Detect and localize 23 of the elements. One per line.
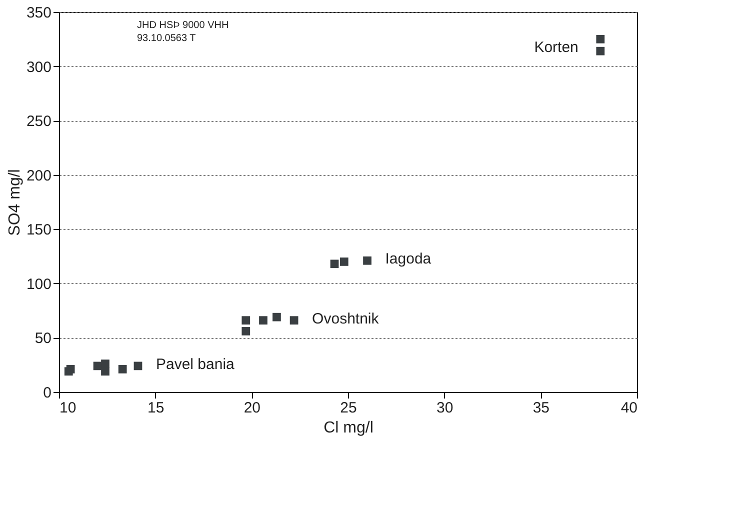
y-tick-label: 200 bbox=[26, 167, 52, 184]
y-tick-label: 350 bbox=[26, 4, 52, 22]
y-tick-label: 0 bbox=[43, 384, 52, 402]
x-tick-label: 30 bbox=[436, 400, 454, 416]
annotation: Korten bbox=[534, 39, 578, 56]
x-tick-label: 20 bbox=[244, 400, 261, 416]
x-tick-label: 40 bbox=[620, 400, 638, 416]
y-tick-label: 100 bbox=[26, 276, 52, 293]
annotation: Iagoda bbox=[385, 250, 432, 268]
annotation: 93.10.0563 T bbox=[137, 33, 196, 44]
y-tick-label: 250 bbox=[26, 113, 52, 130]
annotation: Pavel bania bbox=[156, 356, 236, 373]
x-tick-label: 25 bbox=[340, 400, 357, 416]
y-tick-label: 300 bbox=[26, 58, 52, 76]
annotation: JHD HSÞ 9000 VHH bbox=[137, 20, 229, 31]
y-tick-label: 150 bbox=[26, 222, 52, 239]
x-axis-title: Cl mg/l bbox=[324, 420, 374, 436]
y-tick-label: 50 bbox=[34, 330, 52, 348]
annotation: Ovoshtnik bbox=[312, 310, 380, 328]
x-tick-label: 10 bbox=[60, 400, 76, 416]
x-tick-label: 15 bbox=[147, 400, 164, 416]
x-tick-label: 35 bbox=[532, 400, 550, 416]
y-axis-title: SO4 mg/l bbox=[6, 169, 24, 236]
